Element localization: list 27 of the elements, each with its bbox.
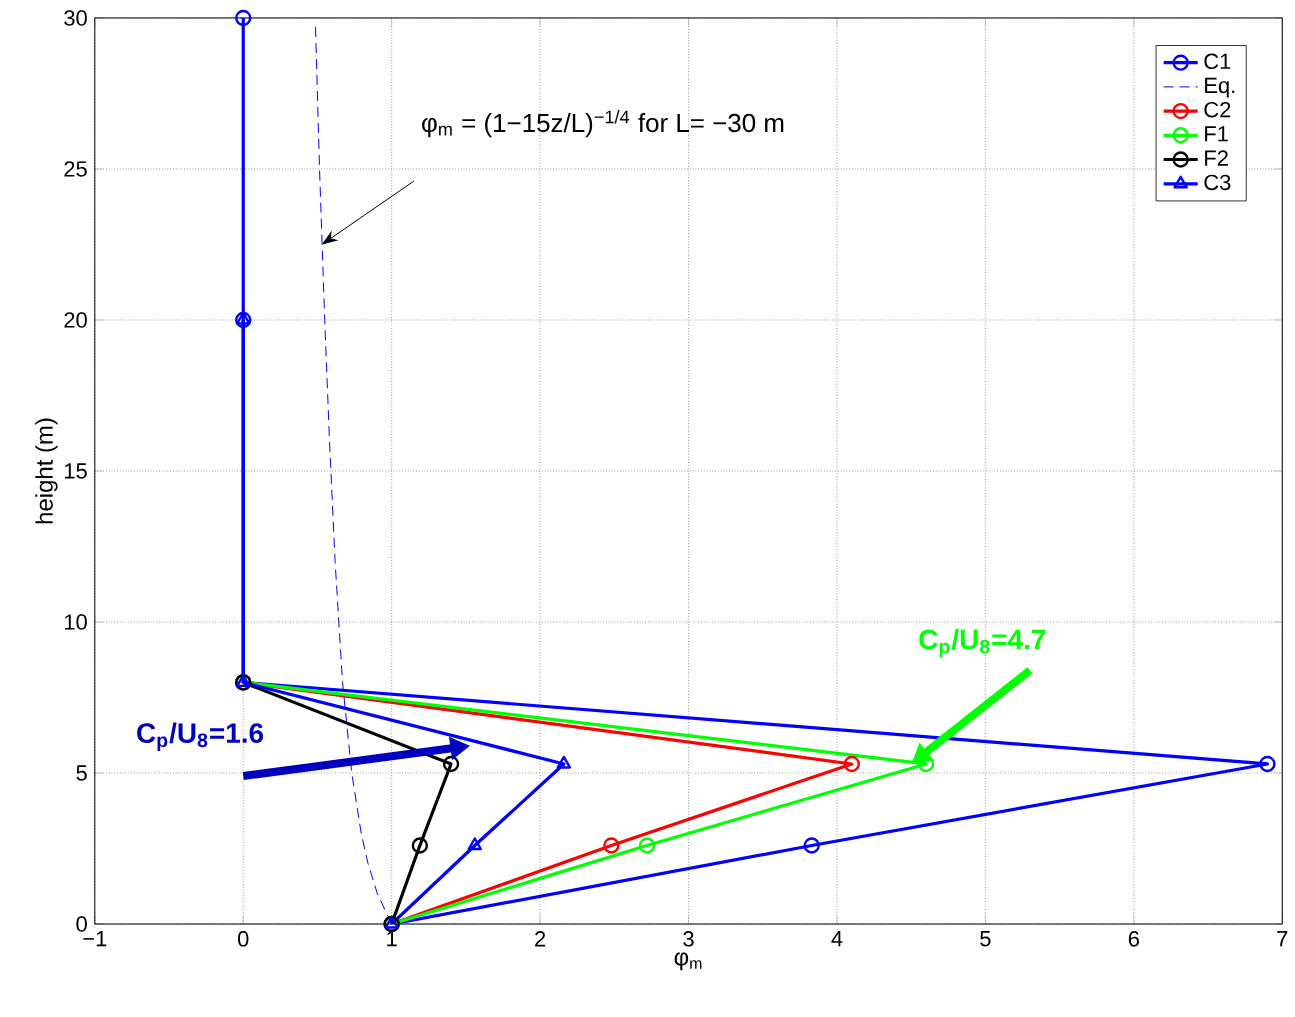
x-tick-label: −1 [83,931,107,947]
x-tick-label: 0 [237,931,249,947]
x-tick-label: 3 [683,931,694,947]
legend-label: C2 [1204,102,1231,118]
y-tick-label: 0 [76,916,87,932]
x-tick-label: 5 [980,931,991,947]
annotation: C$_{p}$/U$_{8}$=4.7 [919,628,1046,658]
annotation: φ$_{m}$ = (1−15z/L)$^{−1/4}$ for L= −30 m [422,110,784,138]
y-tick-label: 10 [64,614,87,630]
x-tick-label: 4 [831,931,843,947]
legend-label: C3 [1204,174,1231,191]
x-tick-label: 2 [535,931,546,947]
y-tick-label: 5 [76,765,87,781]
y-axis-title: height (m) [35,418,58,524]
y-tick-label: 30 [64,10,87,26]
x-axis-title: φ$_{m}$ [674,952,702,971]
legend-label: Eq. [1205,77,1235,98]
legend-label: F2 [1205,150,1228,166]
x-tick-label: 1 [387,931,397,947]
x-tick-label: 6 [1128,931,1139,947]
y-tick-label: 15 [64,463,87,479]
legend-label: F1 [1205,126,1228,142]
annotation: C$_{p}$/U$_{8}$=1.6 [137,722,264,752]
y-tick-label: 20 [64,312,87,328]
y-tick-label: 25 [64,161,87,177]
x-tick-label: 7 [1277,931,1288,947]
legend-label: C1 [1204,53,1231,70]
